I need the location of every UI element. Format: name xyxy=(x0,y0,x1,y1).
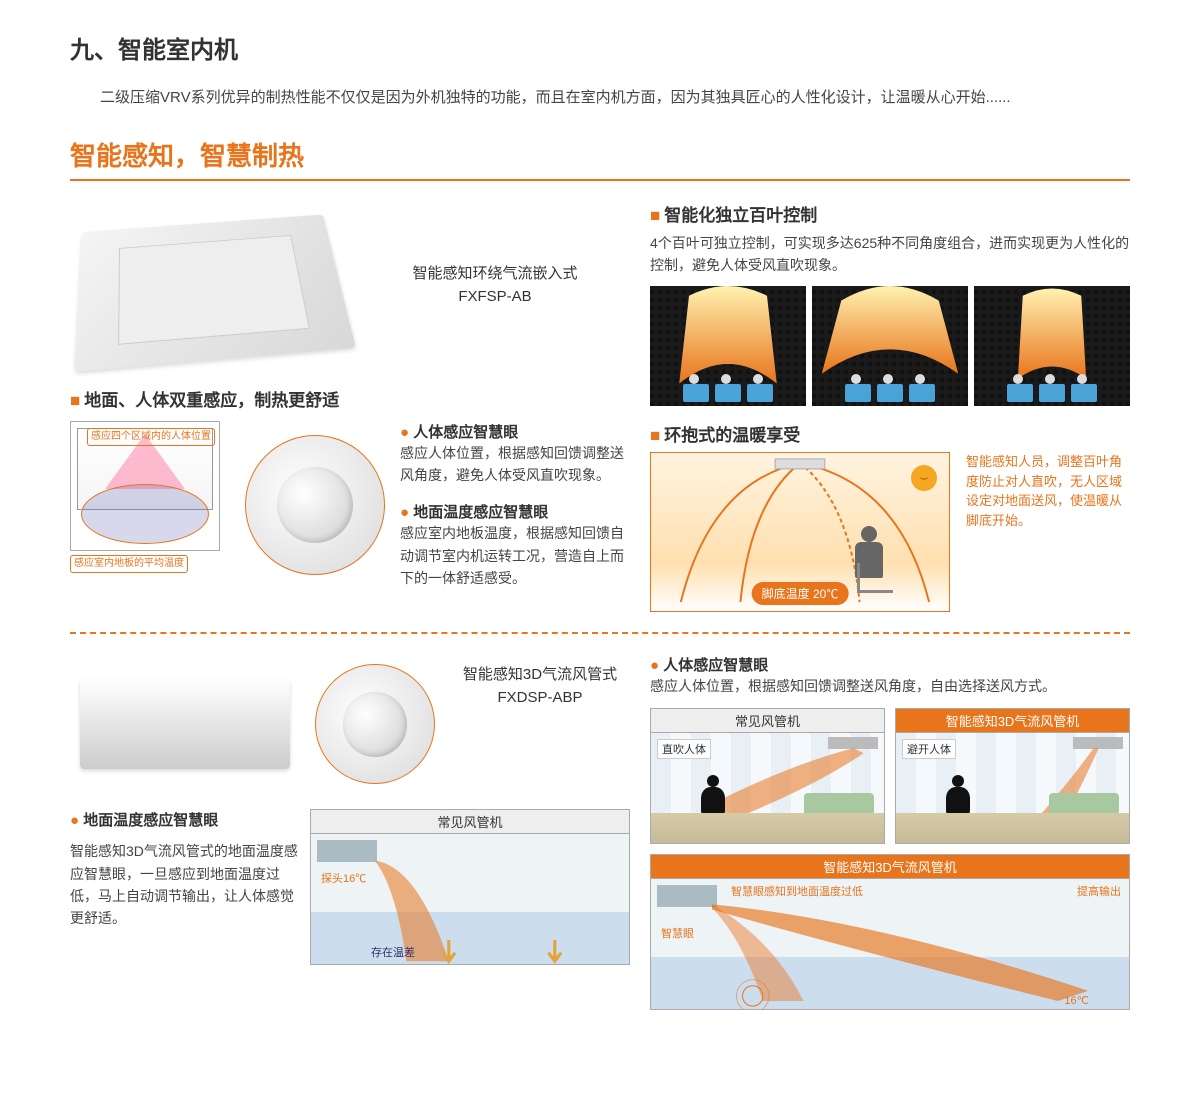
cmp4-label-sense: 智慧眼感知到地面温度过低 xyxy=(731,883,863,899)
floor-diagram-wrap: 感应四个区域内的人体位置 感应室内地板的平均温度 xyxy=(70,421,230,590)
sensor-eye-icon-2 xyxy=(315,664,435,784)
sun-icon xyxy=(911,465,937,491)
floor-eye-desc: 智能感知3D气流风管式的地面温度感应智慧眼，一旦感应到地面温度过低，马上自动调节… xyxy=(70,840,300,930)
divider-orange xyxy=(70,179,1130,181)
louver-panel-2 xyxy=(812,286,968,406)
product1-label: 智能感知环绕气流嵌入式 FXFSP-AB xyxy=(360,263,630,308)
floor-note-bottom: 感应室内地板的平均温度 xyxy=(70,555,188,573)
sensor-circle-1 xyxy=(240,421,390,590)
floor-sensor-diagram: 感应四个区域内的人体位置 xyxy=(70,421,220,551)
duct-unit-icon xyxy=(80,679,290,769)
page-title: 九、智能室内机 xyxy=(70,30,1130,65)
cmp3-label-bottom: 存在温差 xyxy=(371,944,415,960)
sensor1-desc: 感应人体位置，根据感知回馈调整送风角度，避免人体受风直吹现象。 xyxy=(400,442,630,487)
cmp1-hdr: 常见风管机 xyxy=(651,709,884,733)
upper-left-header: ■地面、人体双重感应，制热更舒适 xyxy=(70,386,630,411)
product2-label-l2: FXDSP-ABP xyxy=(450,687,630,710)
upper-section: 智能感知环绕气流嵌入式 FXFSP-AB ■地面、人体双重感应，制热更舒适 感应… xyxy=(70,201,1130,613)
sensor-circle-2 xyxy=(310,654,440,794)
cmp1-box: 常见风管机 直吹人体 xyxy=(650,708,885,844)
product1-label-l1: 智能感知环绕气流嵌入式 xyxy=(360,263,630,286)
lower-right-title: ● 人体感应智慧眼 xyxy=(650,654,1130,675)
cmp4-box: 智能感知3D气流风管机 智慧眼感知到地面温度过低 智慧眼 提高输出 16℃ xyxy=(650,854,1130,1010)
product1-label-l2: FXFSP-AB xyxy=(360,286,630,309)
warm-row: 脚底温度 20℃ 智能感知人员，调整百叶角度防止对人直吹，无人区域设定对地面送风… xyxy=(650,452,1130,612)
cmp-upper-grid: 常见风管机 直吹人体 智能感知3D气流风管机 避开人体 xyxy=(650,708,1130,844)
lower-right-desc: 感应人体位置，根据感知回馈调整送风角度，自由选择送风方式。 xyxy=(650,675,1130,697)
cmp4-hdr: 智能感知3D气流风管机 xyxy=(651,855,1129,879)
sensor2-block: ● 地面温度感应智慧眼 感应室内地板温度，根据感知回馈自动调节室内机运转工况，营… xyxy=(400,501,630,589)
sensor1-block: ● 人体感应智慧眼 感应人体位置，根据感知回馈调整送风角度，避免人体受风直吹现象… xyxy=(400,421,630,487)
warm-side-text: 智能感知人员，调整百叶角度防止对人直吹，无人区域设定对地面送风，使温暖从脚底开始… xyxy=(960,452,1130,612)
cmp2-hdr: 智能感知3D气流风管机 xyxy=(896,709,1129,733)
cmp4-label-eye: 智慧眼 xyxy=(661,925,694,941)
louver-header: ■智能化独立百叶控制 xyxy=(650,201,1130,226)
upper-right-col: ■智能化独立百叶控制 4个百叶可独立控制，可实现多达625种不同角度组合，进而实… xyxy=(650,201,1130,613)
lower-left-content: ● 地面温度感应智慧眼 智能感知3D气流风管式的地面温度感应智慧眼，一旦感应到地… xyxy=(70,809,630,965)
warm-header: ■环抱式的温暖享受 xyxy=(650,421,1130,446)
cmp2-box: 智能感知3D气流风管机 避开人体 xyxy=(895,708,1130,844)
product2-label: 智能感知3D气流风管式 FXDSP-ABP xyxy=(450,654,630,709)
cmp3-box: 常见风管机 探头16℃ 存在温差 xyxy=(310,809,630,965)
louver-panels xyxy=(650,286,1130,406)
temp-badge: 脚底温度 20℃ xyxy=(752,582,849,605)
dashed-divider xyxy=(70,632,1130,634)
sensor2-desc: 感应室内地板温度，根据感知回馈自动调节室内机运转工况，营造自上而下的一体舒适感受… xyxy=(400,522,630,589)
louver-desc: 4个百叶可独立控制，可实现多达625种不同角度组合，进而实现更为人性化的控制，避… xyxy=(650,232,1130,277)
cmp3-hdr: 常见风管机 xyxy=(311,810,629,834)
lower-section: 智能感知3D气流风管式 FXDSP-ABP ● 地面温度感应智慧眼 智能感知3D… xyxy=(70,654,1130,1009)
product1-image xyxy=(70,201,350,371)
product2-row: 智能感知3D气流风管式 FXDSP-ABP xyxy=(70,654,630,794)
lower-right-col: ● 人体感应智慧眼 感应人体位置，根据感知回馈调整送风角度，自由选择送风方式。 … xyxy=(650,654,1130,1009)
louver-panel-3 xyxy=(974,286,1130,406)
sensor1-title: ● 人体感应智慧眼 xyxy=(400,421,630,442)
subtitle: 智能感知，智慧制热 xyxy=(70,136,1130,173)
lower-left-col: 智能感知3D气流风管式 FXDSP-ABP ● 地面温度感应智慧眼 智能感知3D… xyxy=(70,654,630,1009)
cmp4-body: 智慧眼感知到地面温度过低 智慧眼 提高输出 16℃ xyxy=(651,879,1129,1009)
cmp3-label-head: 探头16℃ xyxy=(321,870,366,886)
upper-left-col: 智能感知环绕气流嵌入式 FXFSP-AB ■地面、人体双重感应，制热更舒适 感应… xyxy=(70,201,630,613)
chair-icon xyxy=(857,563,893,593)
sensor-text-col: ● 人体感应智慧眼 感应人体位置，根据感知回馈调整送风角度，避免人体受风直吹现象… xyxy=(400,421,630,590)
floor-eye-title: ● 地面温度感应智慧眼 xyxy=(70,809,300,830)
sensor2-title: ● 地面温度感应智慧眼 xyxy=(400,501,630,522)
floor-eye-block: ● 地面温度感应智慧眼 智能感知3D气流风管式的地面温度感应智慧眼，一旦感应到地… xyxy=(70,809,300,965)
sensor-eye-icon xyxy=(245,435,385,575)
cmp4-label-boost: 提高输出 xyxy=(1077,883,1121,899)
cmp3-body: 探头16℃ 存在温差 xyxy=(311,834,629,964)
cmp4-label-temp: 16℃ xyxy=(1064,994,1089,1007)
floor-note-top: 感应四个区域内的人体位置 xyxy=(87,426,215,446)
warm-diagram: 脚底温度 20℃ xyxy=(650,452,950,612)
product1-row: 智能感知环绕气流嵌入式 FXFSP-AB xyxy=(70,201,630,371)
intro-text: 二级压缩VRV系列优异的制热性能不仅仅是因为外机独特的功能，而且在室内机方面，因… xyxy=(70,85,1130,111)
page: 九、智能室内机 二级压缩VRV系列优异的制热性能不仅仅是因为外机独特的功能，而且… xyxy=(0,0,1200,1040)
product2-label-l1: 智能感知3D气流风管式 xyxy=(450,664,630,687)
louver-panel-1 xyxy=(650,286,806,406)
product2-image xyxy=(70,654,300,794)
sensor-row: 感应四个区域内的人体位置 感应室内地板的平均温度 ● 人体感应智慧眼 感应人体位… xyxy=(70,421,630,590)
cassette-unit-icon xyxy=(75,214,356,371)
bullet-icon: ■ xyxy=(70,391,80,410)
